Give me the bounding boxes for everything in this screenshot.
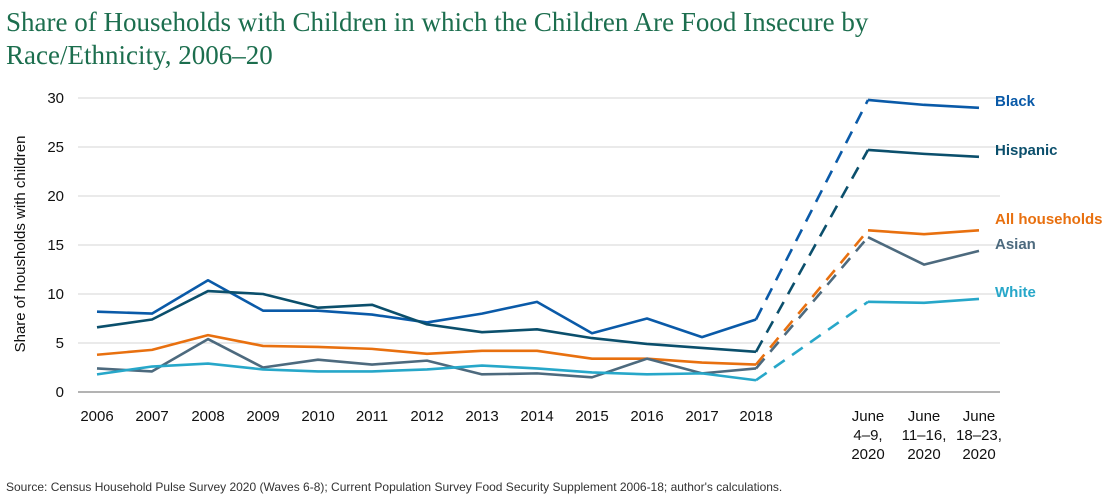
series-label: White bbox=[995, 284, 1036, 301]
series-line bbox=[96, 362, 757, 382]
x-tick-label: 2018 bbox=[739, 408, 772, 425]
x-axis-ticks: 2006 2007 2008 2009 2010 2011 2012 2013 2014 2015… bbox=[80, 408, 1002, 463]
series-label: Hispanic bbox=[995, 142, 1058, 159]
x-tick-label: 2016 bbox=[630, 408, 663, 425]
chart-title: Share of Households with Children in whi… bbox=[6, 7, 869, 70]
series-dashed-segment bbox=[755, 236, 869, 370]
series-dashed-segment bbox=[754, 99, 870, 321]
y-tick-label: 15 bbox=[47, 237, 64, 254]
series-line bbox=[867, 297, 980, 305]
source-note: Source: Census Household Pulse Survey 20… bbox=[6, 480, 783, 494]
series-dashed-segment bbox=[754, 149, 870, 353]
series-line bbox=[96, 337, 757, 379]
series-line bbox=[867, 229, 980, 236]
series-label: Asian bbox=[995, 236, 1036, 253]
y-tick-label: 5 bbox=[56, 335, 64, 352]
x-tick-label: 2009 bbox=[246, 408, 279, 425]
series-labels: Black Hispanic All households Asian White bbox=[995, 93, 1103, 301]
x-tick-label: June 4–9, 2020 bbox=[851, 408, 884, 463]
x-tick-label: June 18–23, 2020 bbox=[956, 408, 1002, 463]
x-tick-label: 2014 bbox=[520, 408, 553, 425]
x-tick-label: 2007 bbox=[135, 408, 168, 425]
series-line bbox=[867, 148, 980, 159]
series-label: All households bbox=[995, 211, 1103, 228]
series-dashed-segment bbox=[755, 300, 869, 382]
y-axis-label: Share of housholds with children bbox=[12, 136, 29, 353]
series-line bbox=[867, 98, 980, 110]
y-tick-label: 30 bbox=[47, 90, 64, 107]
y-tick-label: 25 bbox=[47, 139, 64, 156]
x-tick-label: 2008 bbox=[191, 408, 224, 425]
series-label: Black bbox=[995, 93, 1036, 110]
x-tick-label: June 11–16, 2020 bbox=[902, 408, 947, 463]
gridlines bbox=[78, 97, 1000, 393]
y-axis-ticks: 0 5 10 15 20 25 30 bbox=[47, 90, 64, 401]
x-tick-label: 2012 bbox=[410, 408, 443, 425]
series-lines bbox=[96, 98, 980, 382]
y-tick-label: 10 bbox=[47, 286, 64, 303]
series-dashed-segment bbox=[755, 229, 869, 366]
x-tick-label: 2015 bbox=[575, 408, 608, 425]
x-tick-label: 2010 bbox=[301, 408, 334, 425]
x-tick-label: 2013 bbox=[465, 408, 498, 425]
series-line bbox=[867, 235, 980, 266]
x-tick-label: 2017 bbox=[685, 408, 718, 425]
y-tick-label: 0 bbox=[56, 384, 64, 401]
series-line bbox=[96, 278, 757, 339]
x-tick-label: 2006 bbox=[80, 408, 113, 425]
y-tick-label: 20 bbox=[47, 188, 64, 205]
x-tick-label: 2011 bbox=[356, 408, 388, 425]
series-line bbox=[96, 289, 757, 354]
